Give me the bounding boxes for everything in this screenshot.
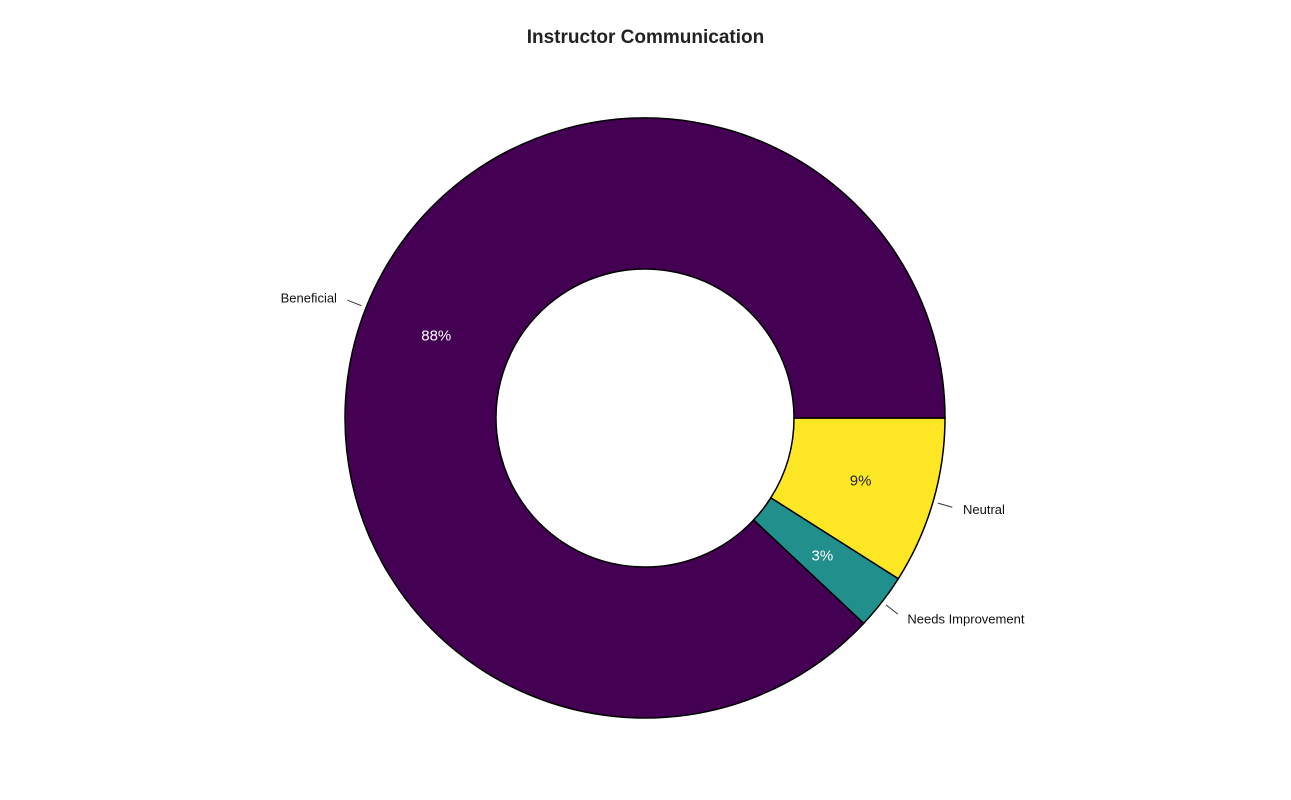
category-label-neutral: Neutral [963,502,1005,517]
leader-line-neutral [937,502,953,508]
value-label-needs-improvement: 3% [812,548,834,565]
category-label-needs-improvement: Needs Improvement [907,611,1024,626]
value-label-beneficial: 88% [421,327,451,344]
value-label-neutral: 9% [850,473,872,490]
leader-line-beneficial [347,299,362,307]
slice-beneficial [344,117,946,719]
category-label-beneficial: Beneficial [281,291,337,306]
leader-line-needs-improvement [885,604,899,615]
chart-title: Instructor Communication [526,27,765,48]
